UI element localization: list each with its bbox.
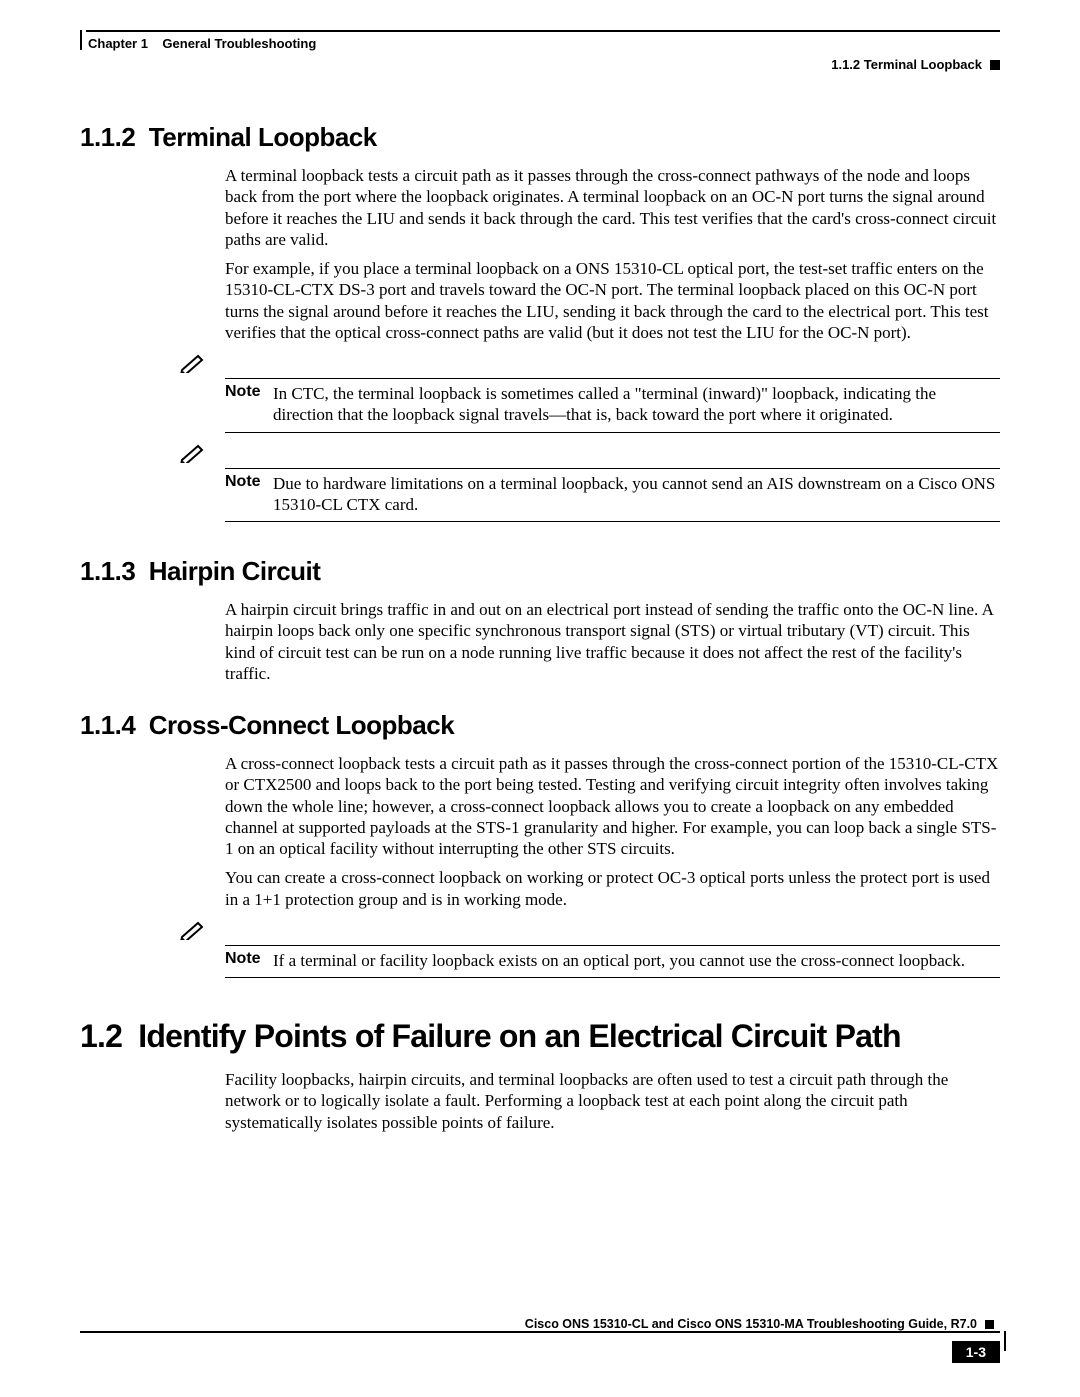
para: A cross-connect loopback tests a circuit… <box>225 753 1000 859</box>
header-right: 1.1.2 Terminal Loopback <box>80 57 1000 72</box>
note-block: Note Due to hardware limitations on a te… <box>180 443 1000 523</box>
heading-title: Cross-Connect Loopback <box>149 710 454 740</box>
footer-doc-title: Cisco ONS 15310-CL and Cisco ONS 15310-M… <box>525 1317 977 1331</box>
heading-114: 1.1.4 Cross-Connect Loopback <box>80 710 1000 741</box>
heading-title: Terminal Loopback <box>149 122 377 152</box>
note-rule <box>225 432 1000 433</box>
note-text: In CTC, the terminal loopback is sometim… <box>273 379 1000 426</box>
para: Facility loopbacks, hairpin circuits, an… <box>225 1069 1000 1133</box>
note-label: Note <box>225 379 273 401</box>
section-12-body: Facility loopbacks, hairpin circuits, an… <box>225 1069 1000 1133</box>
header-square-icon <box>990 60 1000 70</box>
pencil-icon <box>180 443 220 468</box>
section-114-body: A cross-connect loopback tests a circuit… <box>225 753 1000 910</box>
heading-number: 1.2 <box>80 1018 122 1054</box>
page-num-row: 1-3 <box>80 1341 1000 1363</box>
footer-square-icon <box>985 1320 994 1329</box>
note-label: Note <box>225 946 273 968</box>
heading-number: 1.1.2 <box>80 122 135 152</box>
running-header: Chapter 1 General Troubleshooting <box>80 32 1000 53</box>
heading-number: 1.1.3 <box>80 556 135 586</box>
section-112-body: A terminal loopback tests a circuit path… <box>225 165 1000 343</box>
content-area: 1.1.2 Terminal Loopback A terminal loopb… <box>80 122 1000 1133</box>
section-ref: 1.1.2 Terminal Loopback <box>831 57 982 72</box>
note-text: Due to hardware limitations on a termina… <box>273 469 1000 516</box>
para: A hairpin circuit brings traffic in and … <box>225 599 1000 684</box>
document-page: Chapter 1 General Troubleshooting 1.1.2 … <box>0 0 1080 1397</box>
heading-number: 1.1.4 <box>80 710 135 740</box>
note-block: Note If a terminal or facility loopback … <box>180 920 1000 978</box>
para: For example, if you place a terminal loo… <box>225 258 1000 343</box>
footer-rule <box>80 1331 1000 1333</box>
heading-112: 1.1.2 Terminal Loopback <box>80 122 1000 153</box>
pencil-icon <box>180 920 220 945</box>
chapter-title: General Troubleshooting <box>162 36 316 51</box>
note-label: Note <box>225 469 273 491</box>
footer-title-row: Cisco ONS 15310-CL and Cisco ONS 15310-M… <box>80 1317 1000 1331</box>
para: You can create a cross-connect loopback … <box>225 867 1000 910</box>
note-rule <box>225 521 1000 522</box>
section-113-body: A hairpin circuit brings traffic in and … <box>225 599 1000 684</box>
chapter-label: Chapter 1 <box>88 36 148 51</box>
heading-113: 1.1.3 Hairpin Circuit <box>80 556 1000 587</box>
page-footer: Cisco ONS 15310-CL and Cisco ONS 15310-M… <box>80 1335 1000 1363</box>
header-rule <box>86 30 1000 32</box>
heading-12: 1.2 Identify Points of Failure on an Ele… <box>80 1018 1000 1055</box>
heading-title: Identify Points of Failure on an Electri… <box>138 1018 900 1054</box>
heading-title: Hairpin Circuit <box>149 556 321 586</box>
pencil-icon <box>180 353 220 378</box>
note-rule <box>225 977 1000 978</box>
note-text: If a terminal or facility loopback exist… <box>273 946 1000 971</box>
note-block: Note In CTC, the terminal loopback is so… <box>180 353 1000 433</box>
header-left: Chapter 1 General Troubleshooting <box>88 36 316 51</box>
page-number: 1-3 <box>952 1341 1000 1363</box>
para: A terminal loopback tests a circuit path… <box>225 165 1000 250</box>
